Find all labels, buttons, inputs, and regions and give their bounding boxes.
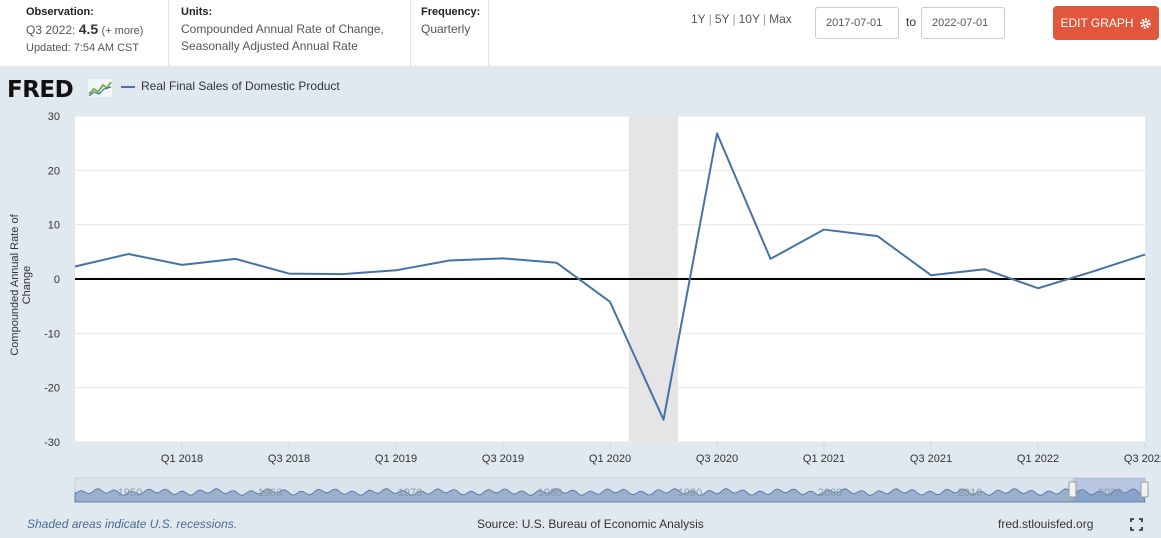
edit-graph-button[interactable]: EDIT GRAPH <box>1053 6 1159 40</box>
navigator-year-label: 1960 <box>258 487 282 499</box>
units-line1: Compounded Annual Rate of Change, <box>181 22 384 36</box>
y-tick-label: 0 <box>54 274 60 286</box>
frequency-value: Quarterly <box>421 22 471 36</box>
observation-value: 4.5 <box>78 21 99 37</box>
x-tick-label: Q3 2020 <box>696 453 738 465</box>
source-text: Source: U.S. Bureau of Economic Analysis <box>477 517 704 531</box>
y-tick-label: -30 <box>44 437 60 449</box>
navigator-year-label: 1980 <box>538 487 562 499</box>
legend-series-name: Real Final Sales of Domestic Product <box>141 79 340 93</box>
x-tick-label: Q3 2022 <box>1124 453 1161 465</box>
units-line2: Seasonally Adjusted Annual Rate <box>181 39 358 53</box>
series-line <box>74 132 1146 421</box>
y-tick-label: 30 <box>48 111 60 123</box>
y-tick-label: 10 <box>48 220 60 232</box>
units-label: Units: <box>181 6 213 18</box>
divider <box>410 0 411 66</box>
range-selector: 1Y | 5Y | 10Y | Max <box>691 12 792 26</box>
observation-block: Observation: Q3 2022: 4.5 (+ more) Updat… <box>26 0 166 66</box>
date-to-input[interactable] <box>921 7 1005 39</box>
x-tick-label: Q3 2019 <box>482 453 524 465</box>
x-tick-label: Q1 2020 <box>589 453 631 465</box>
x-tick-label: Q1 2021 <box>803 453 845 465</box>
y-tick-label: -10 <box>44 328 60 340</box>
fred-logo: FRED <box>7 77 74 103</box>
header: Observation: Q3 2022: 4.5 (+ more) Updat… <box>0 0 1161 66</box>
navigator-year-label: 2020 <box>1098 487 1122 499</box>
navigator-year-label: 2000 <box>818 487 842 499</box>
date-from-input[interactable] <box>815 7 899 39</box>
x-tick-label: Q1 2018 <box>161 453 203 465</box>
range-max[interactable]: Max <box>769 12 792 26</box>
y-tick-label: -20 <box>44 383 60 395</box>
observation-label: Observation: <box>26 6 94 18</box>
gear-icon <box>1139 17 1151 29</box>
x-tick-label: Q1 2019 <box>375 453 417 465</box>
frequency-label: Frequency: <box>421 6 481 18</box>
divider <box>168 0 169 66</box>
range-1y[interactable]: 1Y <box>691 12 706 26</box>
divider <box>488 0 489 66</box>
navigator-series <box>74 488 1146 503</box>
fullscreen-icon[interactable] <box>1130 518 1143 531</box>
to-label: to <box>906 15 917 29</box>
x-tick-label: Q3 2021 <box>910 453 952 465</box>
x-tick-label: Q3 2018 <box>268 453 310 465</box>
x-tick-label: Q1 2022 <box>1017 453 1059 465</box>
units-block: Units: Compounded Annual Rate of Change,… <box>181 0 406 66</box>
observation-more-link[interactable]: (+ more) <box>101 25 144 37</box>
range-10y[interactable]: 10Y <box>738 12 760 26</box>
navigator-year-label: 2010 <box>958 487 982 499</box>
navigator-handle-left[interactable] <box>1068 481 1077 498</box>
observation-period: Q3 2022: <box>26 23 76 37</box>
legend-swatch <box>121 86 135 88</box>
updated-time: Updated: 7:54 AM CST <box>26 42 140 54</box>
navigator-year-label: 1990 <box>678 487 702 499</box>
range-5y[interactable]: 5Y <box>714 12 730 26</box>
fred-logo-graph-icon <box>88 79 112 97</box>
navigator-handle-right[interactable] <box>1140 481 1149 498</box>
recession-note: Shaded areas indicate U.S. recessions. <box>27 517 238 531</box>
navigator-year-label: 1970 <box>398 487 422 499</box>
edit-graph-label: EDIT GRAPH <box>1060 16 1134 30</box>
navigator-selection <box>1073 478 1145 502</box>
y-tick-label: 20 <box>48 165 60 177</box>
site-link[interactable]: fred.stlouisfed.org <box>998 517 1094 531</box>
navigator-year-label: 1950 <box>118 487 142 499</box>
frequency-block: Frequency: Quarterly <box>421 0 491 66</box>
